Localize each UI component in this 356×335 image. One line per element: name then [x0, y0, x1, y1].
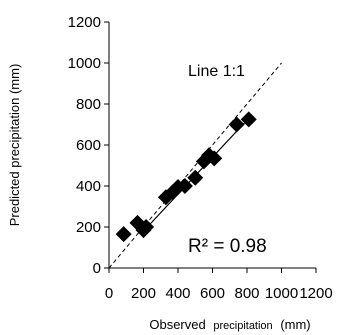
data-point [115, 226, 132, 243]
data-point [228, 116, 245, 133]
x-tick-label: 0 [105, 285, 113, 302]
y-tick-label: 400 [76, 178, 101, 195]
y-tick-label: 1000 [68, 55, 101, 72]
data-point [240, 111, 257, 128]
x-tick-label: 1200 [299, 285, 332, 302]
x-tick-label: 1000 [265, 285, 298, 302]
data-point [206, 150, 223, 167]
x-axis-label-unit: (mm) [280, 317, 310, 332]
x-tick-label: 600 [200, 285, 225, 302]
data-point [176, 178, 193, 194]
line-1-1-label: Line 1:1 [188, 63, 245, 80]
y-axis-label: Predicted precipitation (mm) [7, 64, 22, 227]
x-tick-label: 800 [234, 285, 259, 302]
y-tick-label: 0 [93, 260, 101, 277]
x-ticks: 0 200 400 600 800 1000 1200 [105, 268, 333, 302]
one-to-one-line [108, 62, 282, 269]
r-squared-label: R² = 0.98 [188, 236, 267, 257]
x-tick-label: 400 [165, 285, 190, 302]
y-tick-label: 600 [76, 137, 101, 154]
y-tick-label: 800 [76, 96, 101, 113]
y-ticks: 0 200 400 600 800 1000 1200 [68, 14, 109, 277]
x-axis-label-small: precipitation [213, 320, 272, 332]
x-axis-label-main: Observed [149, 317, 205, 332]
y-tick-label: 1200 [68, 14, 101, 31]
data-points [115, 111, 257, 243]
data-point [187, 169, 204, 186]
x-tick-label: 200 [131, 285, 156, 302]
x-axis-label: Observed precipitation (mm) [149, 317, 310, 332]
data-point [138, 219, 155, 235]
y-tick-label: 200 [76, 219, 101, 236]
